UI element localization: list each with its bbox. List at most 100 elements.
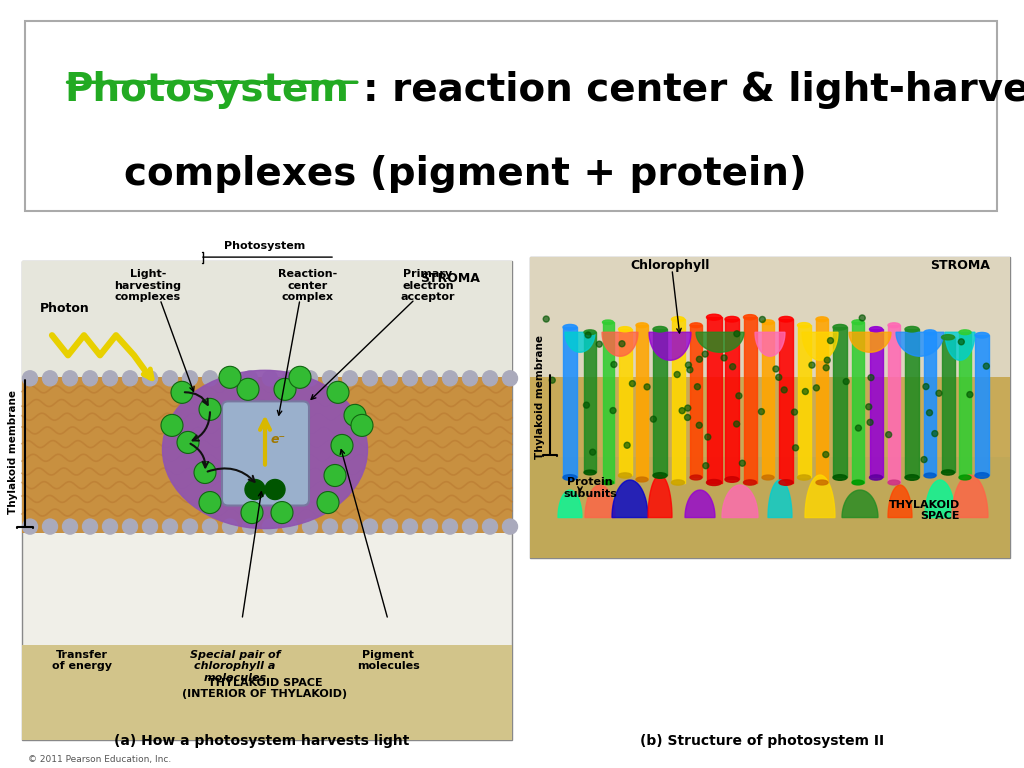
- Circle shape: [696, 422, 702, 429]
- Text: Photosystem: Photosystem: [224, 241, 305, 251]
- Ellipse shape: [563, 324, 577, 330]
- Circle shape: [503, 371, 517, 386]
- Bar: [779, 319, 793, 482]
- Bar: [530, 458, 1010, 558]
- Circle shape: [823, 365, 829, 371]
- Polygon shape: [768, 480, 792, 518]
- Circle shape: [705, 434, 711, 440]
- Circle shape: [855, 425, 861, 431]
- Circle shape: [342, 519, 357, 534]
- Text: Chlorophyll: Chlorophyll: [631, 259, 710, 272]
- Circle shape: [630, 381, 636, 386]
- Polygon shape: [685, 490, 715, 518]
- Text: Thylakoid membrane: Thylakoid membrane: [8, 390, 18, 515]
- Circle shape: [702, 462, 709, 468]
- Circle shape: [171, 382, 193, 403]
- Ellipse shape: [725, 316, 739, 322]
- Ellipse shape: [707, 479, 722, 485]
- Circle shape: [644, 384, 650, 390]
- Bar: [959, 333, 971, 478]
- Ellipse shape: [905, 475, 919, 480]
- Polygon shape: [602, 333, 638, 356]
- Circle shape: [102, 519, 118, 534]
- Polygon shape: [925, 480, 955, 518]
- Bar: [22, 261, 512, 740]
- Circle shape: [383, 371, 397, 386]
- Circle shape: [194, 462, 216, 484]
- Text: STROMA: STROMA: [420, 272, 480, 285]
- Ellipse shape: [888, 480, 900, 485]
- Circle shape: [813, 385, 819, 391]
- Circle shape: [809, 362, 815, 368]
- Circle shape: [142, 371, 158, 386]
- Circle shape: [822, 452, 828, 458]
- Ellipse shape: [707, 314, 722, 320]
- Ellipse shape: [959, 475, 971, 480]
- Circle shape: [843, 379, 849, 385]
- Text: Photon: Photon: [40, 303, 90, 315]
- Bar: [798, 325, 811, 478]
- Ellipse shape: [584, 470, 596, 475]
- Polygon shape: [842, 490, 878, 518]
- Circle shape: [402, 371, 418, 386]
- Bar: [725, 319, 739, 479]
- Circle shape: [590, 449, 596, 455]
- Circle shape: [203, 519, 217, 534]
- Ellipse shape: [672, 480, 684, 485]
- Circle shape: [237, 379, 259, 400]
- Bar: [816, 319, 828, 482]
- Ellipse shape: [672, 316, 684, 322]
- Circle shape: [685, 415, 690, 421]
- Circle shape: [302, 519, 317, 534]
- Circle shape: [624, 442, 630, 449]
- Text: Photosystem: Photosystem: [65, 71, 350, 109]
- Circle shape: [222, 519, 238, 534]
- Circle shape: [262, 371, 278, 386]
- Circle shape: [243, 371, 257, 386]
- Ellipse shape: [602, 480, 613, 485]
- Circle shape: [243, 519, 257, 534]
- Circle shape: [102, 371, 118, 386]
- Circle shape: [803, 389, 808, 395]
- Bar: [762, 323, 774, 478]
- Circle shape: [271, 502, 293, 524]
- Circle shape: [482, 371, 498, 386]
- Text: e⁻: e⁻: [271, 433, 286, 446]
- Polygon shape: [945, 333, 975, 360]
- Text: (a) How a photosystem harvests light: (a) How a photosystem harvests light: [115, 734, 410, 748]
- Polygon shape: [649, 333, 691, 360]
- Circle shape: [739, 460, 745, 466]
- Circle shape: [827, 338, 834, 343]
- Bar: [833, 327, 847, 478]
- Ellipse shape: [905, 326, 919, 332]
- Circle shape: [43, 519, 57, 534]
- Ellipse shape: [975, 472, 989, 478]
- Circle shape: [543, 316, 549, 322]
- Circle shape: [679, 408, 685, 414]
- Text: Primary
electron
acceptor: Primary electron acceptor: [400, 269, 456, 303]
- Bar: [22, 645, 512, 740]
- Circle shape: [549, 377, 555, 383]
- Circle shape: [781, 387, 787, 393]
- Ellipse shape: [690, 323, 702, 328]
- Circle shape: [776, 374, 781, 380]
- Polygon shape: [755, 333, 785, 356]
- Ellipse shape: [869, 326, 883, 332]
- Circle shape: [262, 519, 278, 534]
- Text: STROMA: STROMA: [930, 259, 990, 272]
- Circle shape: [694, 384, 700, 389]
- Bar: [653, 329, 667, 475]
- FancyBboxPatch shape: [26, 22, 996, 211]
- Circle shape: [302, 371, 317, 386]
- Circle shape: [793, 445, 799, 451]
- Circle shape: [824, 357, 830, 363]
- Bar: [636, 325, 648, 479]
- Circle shape: [610, 408, 616, 413]
- Circle shape: [222, 371, 238, 386]
- Circle shape: [736, 392, 742, 399]
- Ellipse shape: [888, 323, 900, 328]
- Text: complexes (pigment + protein): complexes (pigment + protein): [124, 155, 807, 193]
- Circle shape: [865, 404, 871, 410]
- Bar: [744, 317, 757, 482]
- Ellipse shape: [725, 477, 739, 482]
